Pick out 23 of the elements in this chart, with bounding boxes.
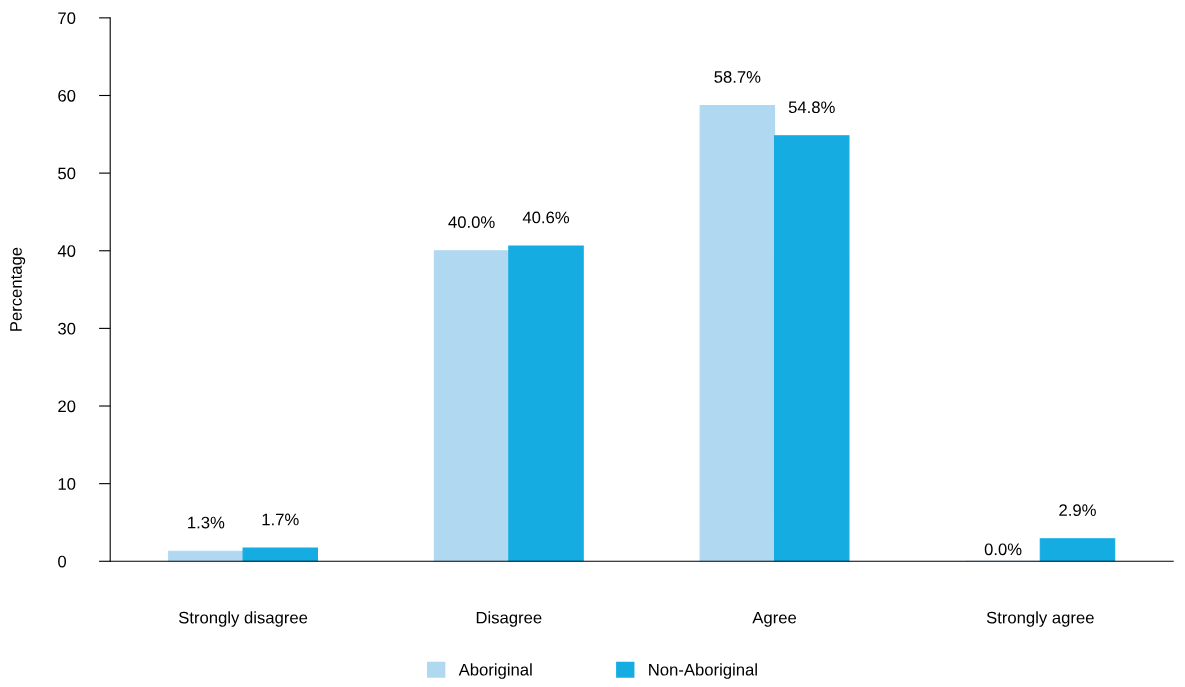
x-tick-label: Strongly agree [986, 611, 1094, 627]
legend-label: Non-Aboriginal [649, 663, 757, 679]
y-tick-label: 10 [58, 478, 76, 490]
data-label: 40.0% [448, 216, 495, 229]
data-label: 0.0% [984, 543, 1022, 556]
data-label: 58.7% [714, 71, 761, 83]
x-tick-label: Disagree [476, 611, 542, 627]
y-tick-label: 60 [58, 89, 76, 102]
x-tick-label: Agree [752, 611, 797, 627]
y-axis-title: Percentage [10, 247, 26, 331]
x-tick-label: Strongly disagree [178, 611, 308, 627]
y-tick-label: 20 [58, 400, 76, 413]
data-label: 40.6% [522, 211, 570, 224]
y-tick-label: 0 [58, 555, 67, 568]
data-label: 2.9% [1059, 504, 1096, 517]
legend-label: Aboriginal [458, 663, 532, 679]
y-tick-label: 70 [58, 12, 76, 25]
data-label: 54.8% [788, 101, 835, 114]
y-tick-label: 30 [58, 322, 76, 335]
y-tick-label: 50 [58, 167, 76, 180]
data-label: 1.7% [262, 513, 299, 526]
data-label: 1.3% [188, 516, 225, 529]
y-tick-label: 40 [57, 245, 76, 257]
